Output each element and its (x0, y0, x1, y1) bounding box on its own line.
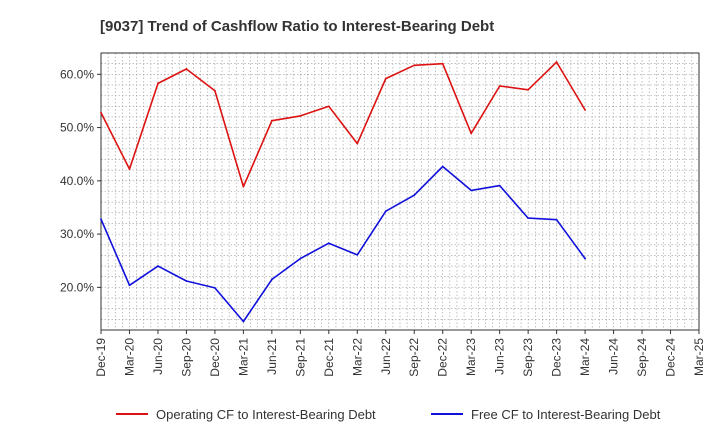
data-point (413, 64, 416, 67)
y-tick-label: 40.0% (60, 174, 94, 188)
data-point (527, 88, 530, 91)
series-lines (100, 61, 586, 323)
legend: Operating CF to Interest-Bearing Debt Fre… (116, 407, 661, 422)
data-point (470, 189, 473, 192)
chart-title: [9037] Trend of Cashflow Ratio to Intere… (100, 18, 494, 35)
y-tick-label: 20.0% (60, 280, 94, 294)
data-point (214, 89, 216, 92)
data-point (584, 257, 586, 260)
x-tick-label: Dec-19 (94, 338, 108, 377)
data-point (128, 284, 131, 287)
x-tick-label: Mar-20 (122, 338, 136, 376)
data-point (498, 85, 501, 87)
data-point (498, 184, 501, 187)
data-point (441, 62, 444, 65)
data-point (214, 287, 216, 289)
data-point (327, 105, 330, 108)
data-point (470, 132, 473, 135)
x-tick-label: Dec-21 (322, 338, 336, 377)
data-point (100, 111, 102, 114)
data-point (327, 242, 330, 245)
data-point (242, 185, 245, 188)
x-tick-label: Dec-24 (664, 338, 678, 377)
x-tick-label: Sep-20 (179, 338, 193, 377)
y-tick-label: 60.0% (60, 67, 94, 81)
x-tick-label: Sep-21 (293, 338, 307, 377)
data-point (441, 165, 444, 168)
x-tick-label: Dec-23 (550, 338, 564, 377)
x-tick-label: Mar-21 (236, 338, 250, 376)
data-point (270, 278, 273, 281)
data-point (299, 257, 302, 260)
plot-area (100, 52, 700, 331)
data-point (185, 280, 188, 282)
data-point (100, 218, 102, 221)
x-tick-label: Sep-22 (407, 338, 421, 377)
y-tick-label: 50.0% (60, 121, 94, 135)
x-tick-label: Jun-23 (493, 338, 507, 375)
data-point (356, 142, 359, 145)
data-point (384, 77, 387, 80)
y-tick-label: 30.0% (60, 227, 94, 241)
data-point (157, 82, 159, 85)
x-tick-label: Dec-20 (208, 338, 222, 377)
legend-label: Operating CF to Interest-Bearing Debt (156, 407, 376, 422)
x-tick-label: Jun-24 (607, 338, 621, 375)
data-point (384, 210, 387, 213)
x-tick-label: Mar-23 (464, 338, 478, 376)
x-tick-label: Dec-22 (436, 338, 450, 377)
data-point (128, 168, 131, 171)
data-point (555, 218, 558, 221)
x-axis: Dec-19 Mar-20 Jun-20 Sep-20 Dec-20 Mar-21 Jun-… (94, 330, 706, 377)
legend-label: Free CF to Interest-Bearing Debt (471, 407, 661, 422)
x-tick-label: Mar-24 (578, 338, 592, 376)
x-tick-label: Sep-23 (521, 338, 535, 377)
series-line-2 (100, 165, 586, 323)
data-point (157, 265, 159, 267)
x-tick-label: Jun-20 (151, 338, 165, 375)
data-point (270, 119, 273, 122)
data-point (527, 217, 530, 220)
x-tick-label: Mar-25 (692, 338, 706, 376)
data-point (242, 320, 245, 323)
data-point (584, 109, 586, 111)
x-tick-label: Mar-22 (350, 338, 364, 376)
data-point (555, 61, 558, 63)
data-point (413, 194, 416, 197)
x-tick-label: Sep-24 (635, 338, 649, 377)
data-point (356, 253, 359, 256)
x-tick-label: Jun-21 (265, 338, 279, 375)
y-axis: 20.0% 30.0% 40.0% 50.0% 60.0% (60, 67, 101, 294)
data-point (299, 114, 302, 117)
x-tick-label: Jun-22 (379, 338, 393, 375)
data-point (185, 68, 188, 70)
grid (101, 53, 699, 330)
series-line-1 (100, 61, 586, 188)
